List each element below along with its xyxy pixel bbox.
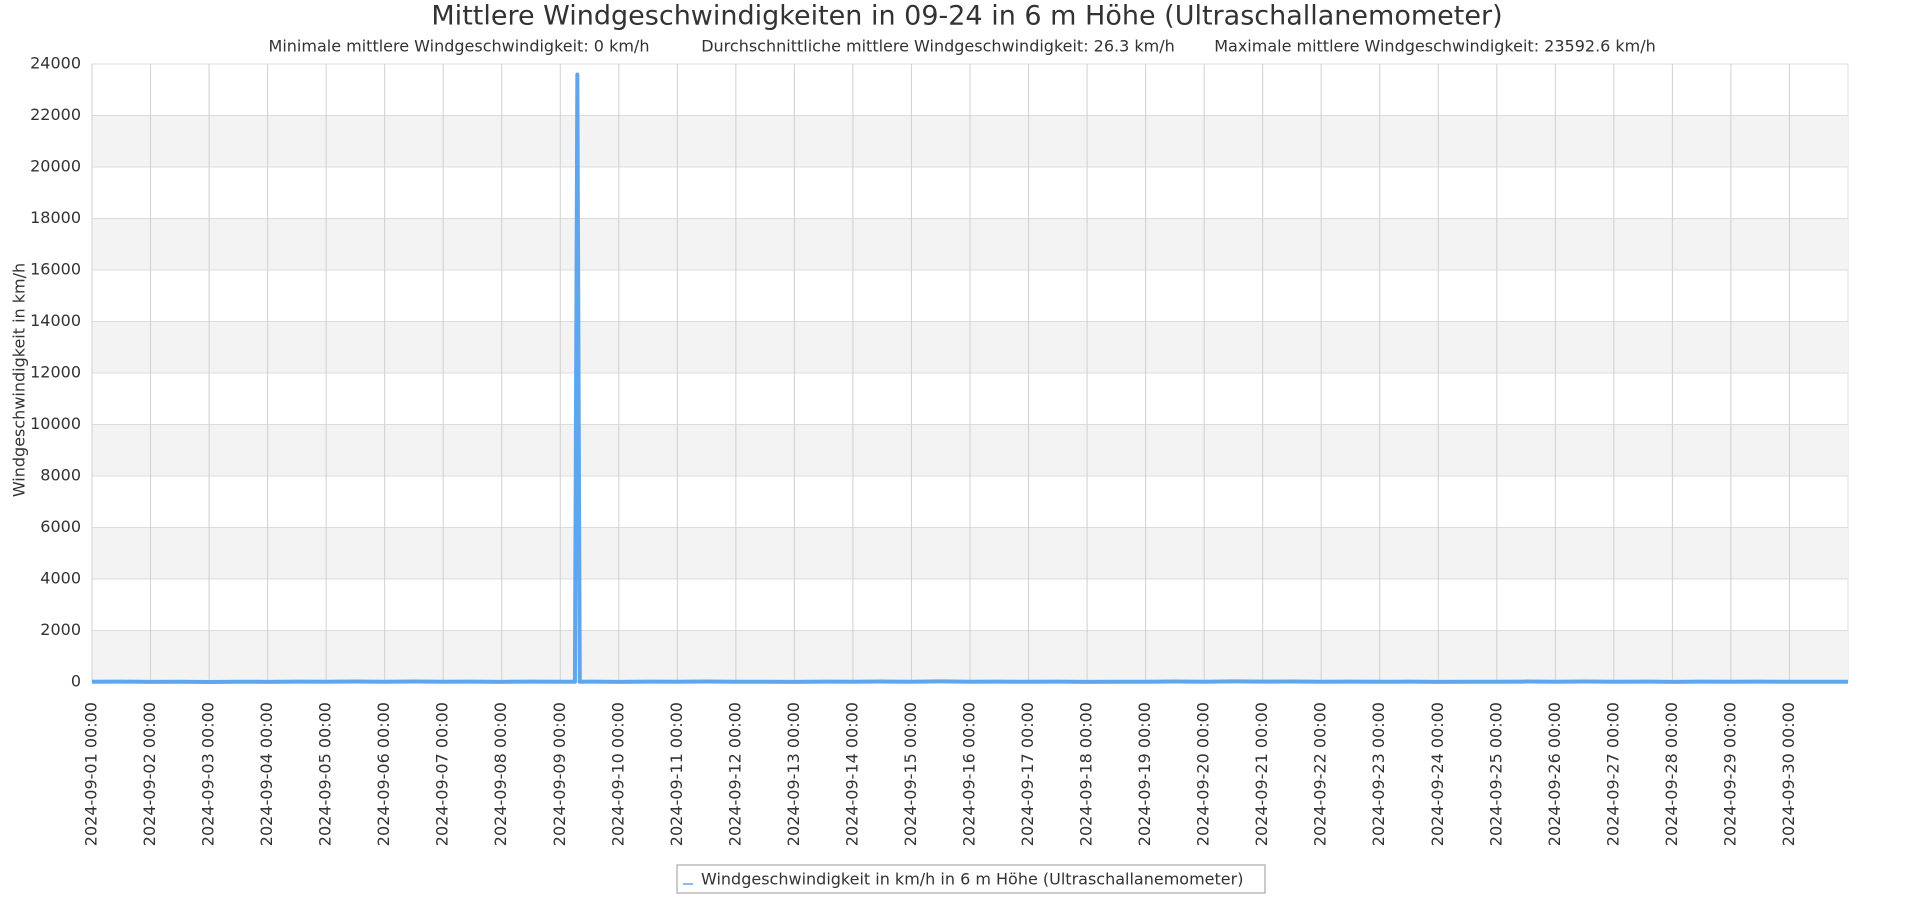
x-tick-label: 2024-09-14 00:00 [842,702,861,846]
y-tick-label: 10000 [30,414,81,433]
chart-subtitle: Durchschnittliche mittlere Windgeschwind… [701,37,1175,56]
x-tick-label: 2024-09-21 00:00 [1252,702,1271,846]
x-tick-label: 2024-09-26 00:00 [1545,702,1564,846]
x-tick-label: 2024-09-23 00:00 [1369,702,1388,846]
y-tick-label: 14000 [30,311,81,330]
legend-box [676,864,1266,894]
x-tick-label: 2024-09-30 00:00 [1779,702,1798,846]
x-tick-label: 2024-09-19 00:00 [1135,702,1154,846]
y-tick-label: 6000 [40,517,81,536]
y-tick-label: 4000 [40,569,81,588]
x-tick-label: 2024-09-17 00:00 [1018,702,1037,846]
legend-label: Windgeschwindigkeit in km/h in 6 m Höhe … [701,870,1243,889]
x-tick-label: 2024-09-18 00:00 [1077,702,1096,846]
x-tick-label: 2024-09-27 00:00 [1603,702,1622,846]
x-tick-label: 2024-09-11 00:00 [667,702,686,846]
y-tick-label: 18000 [30,208,81,227]
x-tick-label: 2024-09-12 00:00 [725,702,744,846]
y-axis-title: Windgeschwindigkeit in km/h [10,263,29,497]
legend: Windgeschwindigkeit in km/h in 6 m Höhe … [676,864,1266,894]
x-tick-label: 2024-09-06 00:00 [374,702,393,846]
x-tick-label: 2024-09-22 00:00 [1311,702,1330,846]
x-tick-label: 2024-09-03 00:00 [199,702,218,846]
x-tick-label: 2024-09-01 00:00 [82,702,101,846]
x-tick-label: 2024-09-05 00:00 [316,702,335,846]
x-tick-label: 2024-09-29 00:00 [1720,702,1739,846]
x-tick-label: 2024-09-15 00:00 [901,702,920,846]
x-tick-label: 2024-09-02 00:00 [140,702,159,846]
y-tick-label: 0 [71,672,81,691]
y-tick-label: 22000 [30,105,81,124]
chart-subtitle: Minimale mittlere Windgeschwindigkeit: 0… [269,37,650,56]
x-tick-label: 2024-09-28 00:00 [1662,702,1681,846]
x-tick-label: 2024-09-08 00:00 [491,702,510,846]
x-tick-label: 2024-09-10 00:00 [608,702,627,846]
x-tick-label: 2024-09-24 00:00 [1428,702,1447,846]
x-tick-label: 2024-09-09 00:00 [550,702,569,846]
y-tick-label: 20000 [30,157,81,176]
y-tick-label: 24000 [30,54,81,73]
x-tick-label: 2024-09-25 00:00 [1486,702,1505,846]
x-tick-label: 2024-09-13 00:00 [784,702,803,846]
y-tick-label: 12000 [30,363,81,382]
x-tick-label: 2024-09-20 00:00 [1194,702,1213,846]
y-tick-label: 8000 [40,466,81,485]
y-tick-label: 2000 [40,620,81,639]
x-tick-label: 2024-09-16 00:00 [960,702,979,846]
chart-subtitle: Maximale mittlere Windgeschwindigkeit: 2… [1214,37,1656,56]
x-tick-label: 2024-09-04 00:00 [257,702,276,846]
chart-title: Mittlere Windgeschwindigkeiten in 09-24 … [431,1,1502,32]
y-tick-label: 16000 [30,260,81,279]
x-tick-label: 2024-09-07 00:00 [433,702,452,846]
data-line [91,72,1849,684]
